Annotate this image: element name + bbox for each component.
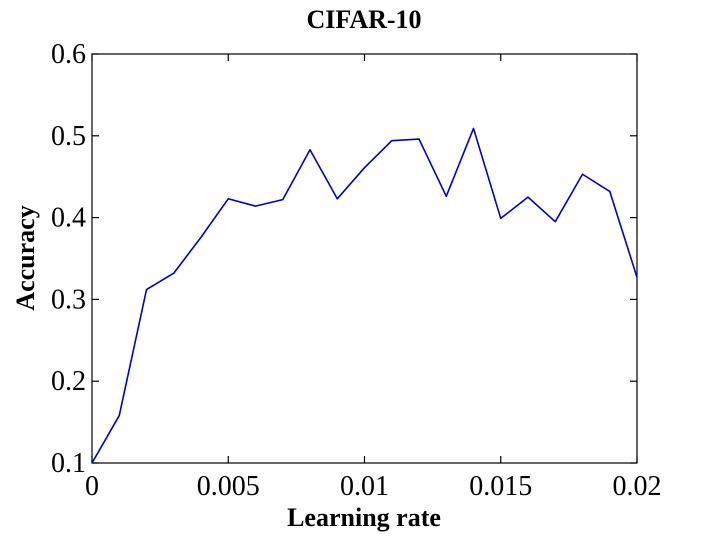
y-axis: 0.1 0.2 0.3 0.4 0.5 0.6	[51, 39, 637, 479]
y-tick-label: 0.1	[51, 448, 86, 479]
x-tick-label: 0.01	[340, 471, 389, 502]
series-layer	[91, 127, 638, 464]
x-tick-label: 0.005	[197, 471, 260, 502]
x-tick-label: 0	[85, 471, 99, 502]
y-tick-label: 0.5	[51, 121, 86, 152]
plot-frame	[91, 53, 638, 464]
x-axis: 0 0.005 0.01 0.015 0.02	[85, 54, 662, 502]
series-line	[91, 127, 638, 464]
x-tick-label: 0.015	[469, 471, 532, 502]
y-tick-label: 0.3	[51, 284, 86, 315]
y-tick-label: 0.4	[51, 203, 86, 234]
chart-title: CIFAR-10	[306, 5, 421, 34]
y-axis-label: Accuracy	[11, 205, 40, 310]
x-tick-label: 0.02	[613, 471, 662, 502]
x-axis-label: Learning rate	[287, 503, 441, 532]
y-tick-label: 0.2	[51, 366, 86, 397]
plot-area: 0 0.005 0.01 0.015 0.02 0.1 0.2 0.3 0.4 0.5 0.6	[51, 39, 662, 502]
y-tick-label: 0.6	[51, 39, 86, 70]
